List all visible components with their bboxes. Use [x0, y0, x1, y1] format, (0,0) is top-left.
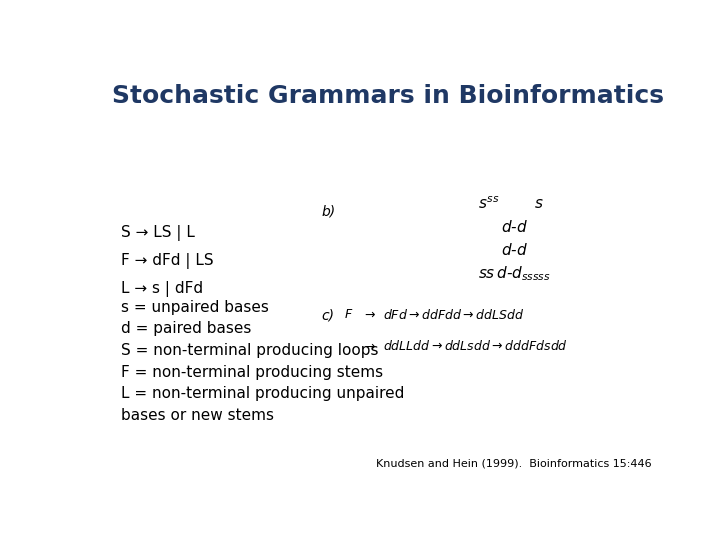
Text: s = unpaired bases: s = unpaired bases — [121, 300, 269, 315]
Text: S → LS | L: S → LS | L — [121, 225, 194, 241]
Text: $dFd \rightarrow ddFdd \rightarrow ddLSdd$: $dFd \rightarrow ddFdd \rightarrow ddLSd… — [383, 308, 524, 322]
Text: L = non-terminal producing unpaired: L = non-terminal producing unpaired — [121, 386, 404, 401]
Text: $s^{ss}$: $s^{ss}$ — [478, 196, 500, 212]
Text: Knudsen and Hein (1999).  Bioinformatics 15:446: Knudsen and Hein (1999). Bioinformatics … — [377, 458, 652, 468]
Text: $d$-$d$: $d$-$d$ — [500, 219, 528, 235]
Text: $F$: $F$ — [344, 308, 354, 321]
Text: L → s | dFd: L → s | dFd — [121, 281, 203, 298]
Text: b): b) — [322, 204, 336, 218]
Text: $ddLLdd \rightarrow ddLsdd \rightarrow dddFdsdd$: $ddLLdd \rightarrow ddLsdd \rightarrow d… — [383, 339, 568, 353]
Text: $d$-$d$: $d$-$d$ — [500, 241, 528, 258]
Text: $\rightarrow$: $\rightarrow$ — [362, 339, 377, 352]
Text: F = non-terminal producing stems: F = non-terminal producing stems — [121, 364, 383, 380]
Text: F → dFd | LS: F → dFd | LS — [121, 253, 213, 269]
Text: S = non-terminal producing loops: S = non-terminal producing loops — [121, 343, 378, 358]
Text: $\rightarrow$: $\rightarrow$ — [362, 308, 377, 321]
Text: bases or new stems: bases or new stems — [121, 408, 274, 423]
Text: Stochastic Grammars in Bioinformatics: Stochastic Grammars in Bioinformatics — [112, 84, 665, 107]
Text: $s$: $s$ — [534, 196, 544, 211]
Text: c): c) — [322, 308, 335, 322]
Text: $ss\,d$-$d_{sssss}$: $ss\,d$-$d_{sssss}$ — [477, 265, 551, 283]
Text: d = paired bases: d = paired bases — [121, 321, 251, 336]
